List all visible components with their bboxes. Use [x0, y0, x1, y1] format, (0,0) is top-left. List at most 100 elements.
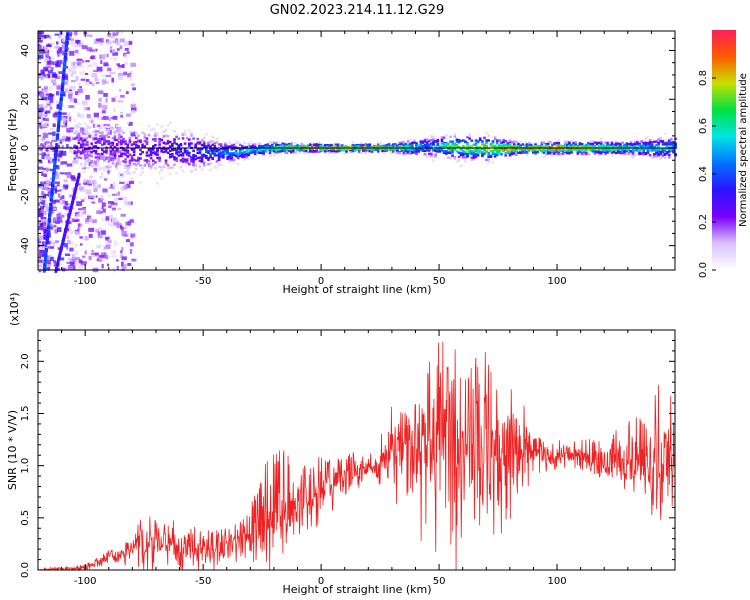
heatmap-cell [546, 142, 550, 146]
heatmap-cell [517, 151, 520, 154]
heatmap-cell [619, 146, 622, 149]
heatmap-cell [198, 159, 202, 162]
heatmap-cell [326, 144, 329, 147]
colorbar-tick-label: 0.4 [698, 166, 709, 182]
heatmap-cell [44, 194, 49, 197]
heatmap-cell [604, 149, 607, 152]
heatmap-cell [209, 148, 212, 151]
heatmap-cell [253, 145, 257, 148]
heatmap-cell [207, 163, 210, 166]
heatmap-cell [262, 146, 265, 149]
heatmap-cell [659, 151, 662, 155]
heatmap-cell [113, 154, 117, 158]
heatmap-cell [527, 141, 531, 145]
heatmap-cell [126, 51, 130, 54]
heatmap-cell [640, 148, 643, 151]
heatmap-cell [217, 158, 221, 162]
heatmap-cell [453, 142, 457, 146]
heatmap-cell [108, 117, 112, 121]
heatmap-cell [506, 146, 510, 149]
heatmap-cell [323, 144, 327, 147]
heatmap-cell [112, 40, 117, 43]
heatmap-cell [434, 140, 437, 143]
heatmap-cell [258, 149, 261, 153]
heatmap-cell [114, 197, 119, 202]
heatmap-cell [81, 132, 85, 135]
heatmap-cell [655, 148, 658, 151]
heatmap-cell [156, 133, 159, 136]
heatmap-cell [608, 147, 612, 150]
heatmap-cell [600, 151, 603, 154]
heatmap-cell [241, 144, 244, 148]
heatmap-cell [54, 150, 58, 153]
heatmap-cell [326, 148, 329, 151]
heatmap-cell [674, 154, 677, 157]
heatmap-cell [103, 168, 106, 171]
y-tick-label: 20 [20, 93, 31, 106]
heatmap-cell [290, 142, 293, 146]
heatmap-cell [145, 159, 149, 162]
heatmap-cell [42, 226, 48, 230]
heatmap-cell [61, 214, 65, 218]
heatmap-cell [60, 31, 65, 37]
heatmap-cell [614, 151, 618, 155]
heatmap-cell [139, 157, 142, 160]
heatmap-cell [59, 31, 63, 35]
heatmap-cell [629, 150, 633, 153]
heatmap-cell [510, 152, 514, 156]
heatmap-cell [330, 143, 333, 147]
heatmap-cell [108, 149, 114, 152]
heatmap-cell [66, 235, 69, 239]
heatmap-cell [105, 155, 111, 158]
heatmap-cell [413, 139, 416, 142]
heatmap-cell [106, 263, 110, 267]
heatmap-cell [73, 62, 76, 67]
heatmap-cell [508, 149, 512, 152]
heatmap-cell [96, 117, 100, 121]
heatmap-cell [287, 143, 291, 146]
heatmap-cell [642, 149, 645, 152]
heatmap-cell [51, 137, 55, 141]
heatmap-cell [66, 261, 72, 264]
heatmap-cell [249, 145, 253, 148]
heatmap-cell [72, 160, 77, 164]
heatmap-cell [47, 153, 50, 157]
heatmap-cell [124, 142, 127, 145]
heatmap-cell [476, 140, 480, 144]
heatmap-cell [112, 254, 117, 258]
heatmap-cell [121, 267, 125, 272]
heatmap-cell [243, 151, 246, 154]
heatmap-cell [468, 134, 471, 137]
heatmap-cell [578, 147, 582, 150]
heatmap-cell [152, 148, 155, 151]
heatmap-cell [655, 155, 658, 158]
heatmap-cell [125, 164, 130, 168]
heatmap-cell [102, 82, 105, 85]
heatmap-cell [389, 145, 393, 149]
heatmap-cell [101, 143, 104, 147]
heatmap-cell [281, 149, 285, 152]
snr-y-tick-labels: 0.00.51.01.52.0 [20, 353, 31, 578]
heatmap-cell [617, 148, 620, 151]
heatmap-cell [657, 148, 660, 152]
heatmap-cell [44, 47, 48, 51]
x-tick-label: -100 [74, 576, 97, 587]
heatmap-cell [66, 163, 73, 167]
heatmap-cell [498, 149, 501, 153]
heatmap-cell [38, 235, 45, 239]
heatmap-cell [162, 141, 166, 145]
heatmap-cell [112, 52, 118, 56]
heatmap-cell [610, 154, 614, 157]
heatmap-cell [205, 149, 208, 153]
heatmap-cell [440, 139, 444, 142]
heatmap-cell [115, 38, 119, 43]
heatmap-cell [111, 162, 115, 165]
heatmap-cell [506, 151, 510, 154]
heatmap-cell [102, 208, 106, 213]
heatmap-cell [45, 53, 49, 58]
heatmap-cell [62, 65, 66, 69]
heatmap-cell [273, 150, 276, 153]
heatmap-cell [105, 125, 108, 128]
heatmap-cell [389, 151, 393, 154]
heatmap-cell [230, 152, 234, 155]
